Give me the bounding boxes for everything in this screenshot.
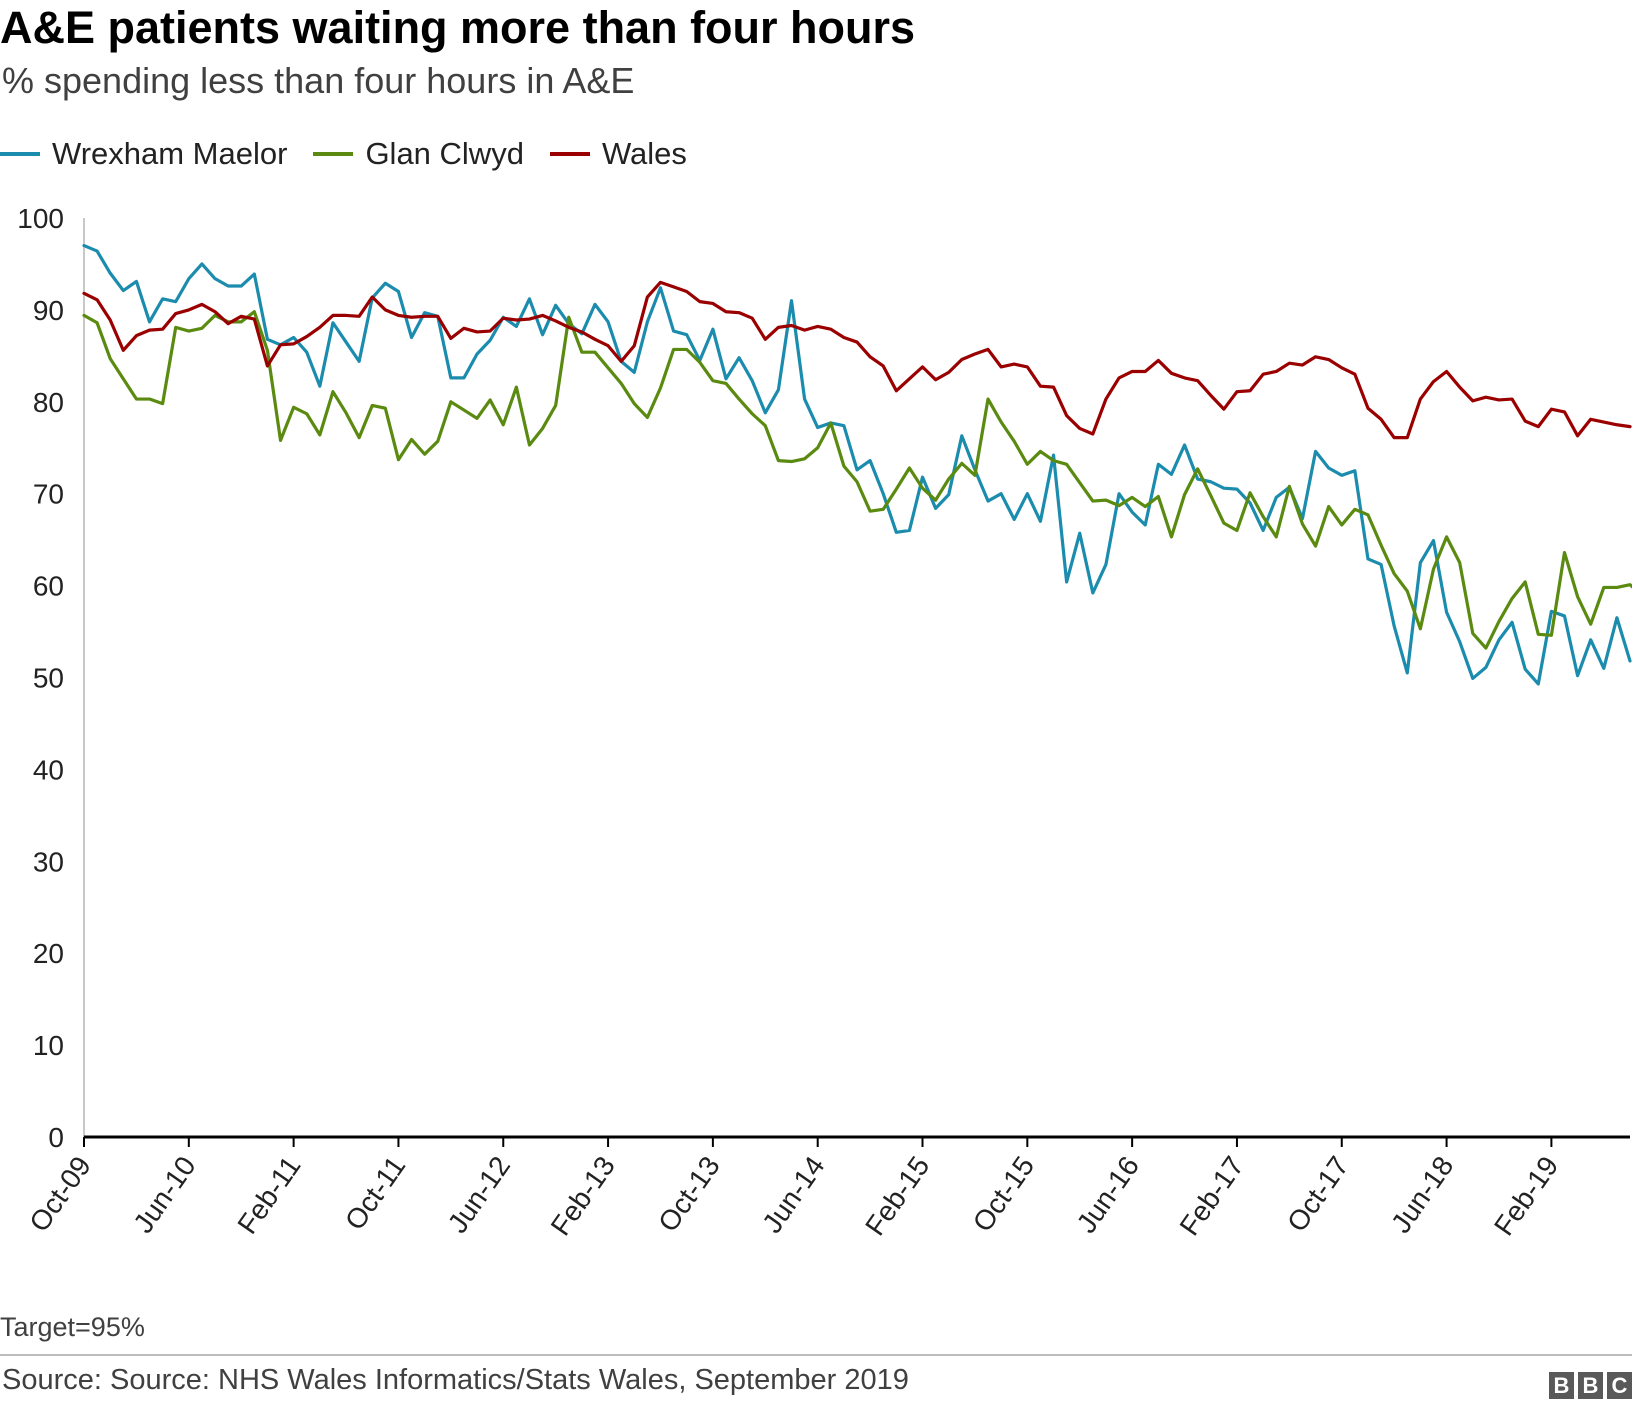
y-tick-label: 20: [33, 938, 64, 969]
y-tick-label: 30: [33, 846, 64, 877]
x-tick-label: Jun-10: [127, 1151, 202, 1239]
x-tick-label: Jun-16: [1071, 1151, 1146, 1239]
y-tick-label: 60: [33, 571, 64, 602]
y-tick-label: 70: [33, 479, 64, 510]
source-note: Source: Source: NHS Wales Informatics/St…: [2, 1364, 909, 1396]
y-tick-label: 100: [17, 203, 64, 234]
x-tick-label: Jun-12: [442, 1151, 517, 1239]
chart-title: A&E patients waiting more than four hour…: [0, 2, 916, 53]
legend-swatch-glan-clwyd: [313, 152, 354, 156]
bbc-logo-letter: C: [1607, 1372, 1632, 1399]
y-tick-label: 90: [33, 295, 64, 326]
bbc-logo: B B C: [1545, 1372, 1632, 1399]
series-line-wales: [82, 280, 1632, 440]
y-tick-label: 10: [33, 1030, 64, 1061]
x-tick-label: Oct-11: [339, 1151, 411, 1236]
x-tick-label: Oct-17: [1281, 1151, 1355, 1238]
legend-label-glan-clwyd: Glan Clwyd: [365, 136, 524, 171]
bbc-logo-letter: B: [1578, 1372, 1603, 1399]
x-tick-label: Oct-15: [967, 1151, 1041, 1238]
target-note: Target=95%: [0, 1312, 145, 1342]
y-tick-label: 50: [33, 663, 64, 694]
x-tick-label: Feb-11: [231, 1151, 306, 1240]
y-tick-label: 0: [48, 1122, 64, 1153]
legend-item-wrexham: Wrexham Maelor: [0, 136, 287, 172]
chart-subtitle: % spending less than four hours in A&E: [2, 60, 635, 101]
x-tick-label: Jun-14: [756, 1151, 831, 1239]
x-tick-label: Jun-18: [1385, 1151, 1460, 1239]
x-axis: Oct-09 Jun-10 Feb-11 Oct-11 Jun-12 Feb-13 Oct-…: [23, 1135, 1630, 1241]
y-axis: 0 10 20 30 40 50 60 70 80 90 100: [17, 203, 85, 1153]
bbc-logo-letter: B: [1549, 1372, 1574, 1399]
x-tick-label: Feb-19: [1488, 1151, 1564, 1241]
x-tick-label: Feb-13: [545, 1151, 621, 1241]
legend-label-wrexham: Wrexham Maelor: [52, 136, 288, 171]
series-line-glan: [82, 310, 1632, 650]
series-line-wrexham: [82, 243, 1632, 686]
legend-item-glan-clwyd: Glan Clwyd: [313, 136, 524, 172]
x-tick-label: Oct-09: [23, 1151, 97, 1238]
legend-item-wales: Wales: [549, 136, 687, 172]
chart-legend: Wrexham Maelor Glan Clwyd Wales: [0, 132, 713, 176]
series-lines: [82, 243, 1632, 686]
legend-swatch-wrexham: [0, 152, 40, 156]
legend-label-wales: Wales: [601, 136, 687, 171]
line-chart: 0 10 20 30 40 50 60 70 80 90 100 Oct-09 Jun-10 Feb-1…: [17, 203, 1632, 1241]
x-tick-label: Feb-15: [859, 1151, 935, 1241]
x-tick-label: Feb-17: [1174, 1151, 1250, 1241]
legend-swatch-wales: [549, 152, 590, 156]
footer-divider: [0, 1354, 1632, 1356]
y-tick-label: 40: [33, 754, 64, 785]
y-tick-label: 80: [33, 387, 64, 418]
x-tick-label: Oct-13: [652, 1151, 726, 1238]
